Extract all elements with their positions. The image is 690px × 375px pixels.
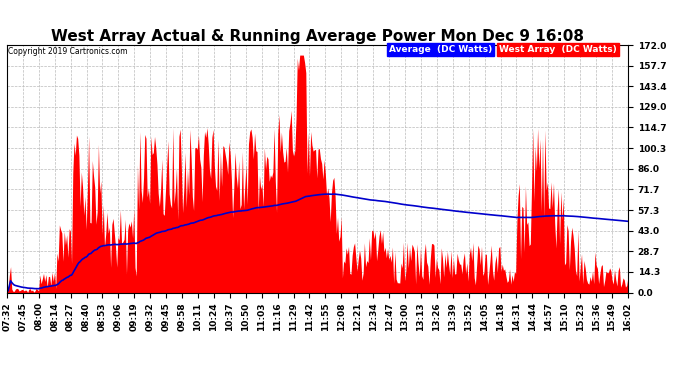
Text: Copyright 2019 Cartronics.com: Copyright 2019 Cartronics.com [8,48,127,57]
Text: West Array  (DC Watts): West Array (DC Watts) [500,45,617,54]
Title: West Array Actual & Running Average Power Mon Dec 9 16:08: West Array Actual & Running Average Powe… [51,29,584,44]
Text: Average  (DC Watts): Average (DC Watts) [389,45,492,54]
